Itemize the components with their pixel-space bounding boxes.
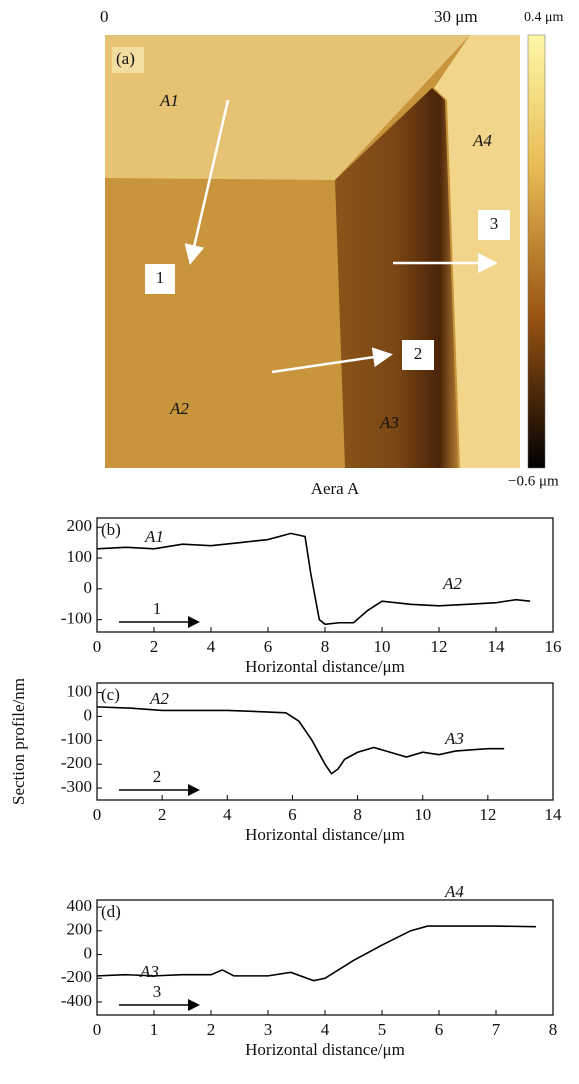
plot-frame	[96, 517, 554, 633]
label-box	[402, 340, 434, 370]
y-tick-label: -200	[61, 753, 92, 772]
x-tick-label: 7	[492, 1020, 501, 1039]
label-box	[145, 264, 175, 294]
region-label: A1	[144, 527, 164, 546]
region-label: A2	[169, 399, 189, 418]
y-tick-label: 0	[84, 578, 93, 597]
data-line	[96, 925, 536, 982]
x-axis-label: Horizontal distance/μm	[245, 1040, 405, 1059]
x-tick-label: 2	[150, 637, 159, 656]
y-axis-label: Section profile/nm	[9, 678, 28, 805]
y-tick-label: 0	[84, 943, 93, 962]
x-tick-label: 6	[288, 805, 297, 824]
x-tick-label: 2	[158, 805, 167, 824]
panel-label: (d)	[101, 902, 121, 921]
y-tick-label: 200	[67, 516, 93, 535]
label-box	[478, 210, 510, 240]
panel-label: (a)	[116, 49, 135, 68]
arrows	[184, 99, 498, 374]
plot-frame	[96, 682, 554, 801]
x-tick-label: 5	[378, 1020, 387, 1039]
y-tick-label: -200	[61, 967, 92, 986]
x-tick-label: 4	[207, 637, 216, 656]
y-tick-label: -400	[61, 991, 92, 1010]
arrow-label: 3	[490, 214, 499, 233]
colorbar-min: −0.6 μm	[508, 473, 559, 489]
x-tick-label: 10	[374, 637, 391, 656]
y-tick-label: 200	[67, 920, 93, 939]
region-label: A4	[444, 882, 464, 901]
x-tick-label: 10	[414, 805, 431, 824]
x-tick-label: 12	[431, 637, 448, 656]
x-tick-label: 0	[93, 1020, 102, 1039]
y-tick-label: 100	[67, 547, 93, 566]
caption: Aera A	[311, 479, 360, 498]
region-label: A3	[444, 729, 464, 748]
arrow-label: 2	[414, 344, 423, 363]
arrow-label: 2	[153, 767, 162, 786]
x-tick-label: 16	[545, 637, 562, 656]
region-label: A2	[149, 689, 169, 708]
x-tick-label: 0	[93, 805, 102, 824]
y-tick-label: 0	[84, 705, 93, 724]
x-axis-label: Horizontal distance/μm	[245, 825, 405, 844]
region-label: A1	[159, 91, 179, 110]
data-line	[96, 532, 531, 626]
region-label: A3	[379, 413, 399, 432]
y-tick-label: -100	[61, 609, 92, 628]
data-line	[96, 706, 505, 775]
afm-image	[105, 35, 520, 468]
x-tick-label: 4	[321, 1020, 330, 1039]
panel-label: (c)	[101, 685, 120, 704]
x-tick-label: 3	[264, 1020, 273, 1039]
x-tick-label: 14	[488, 637, 506, 656]
colorbar-max: 0.4 μm	[524, 10, 564, 25]
x-start-label: 0	[100, 7, 109, 26]
y-tick-label: 100	[67, 681, 93, 700]
x-tick-label: 0	[93, 637, 102, 656]
panel-label: (b)	[101, 520, 121, 539]
y-tick-label: 400	[67, 896, 93, 915]
arrow-label: 3	[153, 982, 162, 1001]
x-tick-label: 14	[545, 805, 563, 824]
x-tick-label: 1	[150, 1020, 159, 1039]
x-tick-label: 4	[223, 805, 232, 824]
arrow-label: 1	[153, 599, 162, 618]
x-tick-label: 2	[207, 1020, 216, 1039]
x-tick-label: 12	[479, 805, 496, 824]
y-tick-label: -300	[61, 777, 92, 796]
label-box	[112, 47, 144, 73]
region-label: A2	[442, 574, 462, 593]
x-end-label: 30 μm	[434, 7, 478, 26]
region-label: A4	[472, 131, 492, 150]
plot-frame	[96, 899, 554, 1016]
x-tick-label: 6	[435, 1020, 444, 1039]
x-tick-label: 6	[264, 637, 273, 656]
x-tick-label: 8	[353, 805, 362, 824]
colorbar	[527, 34, 546, 469]
region-label: A3	[139, 962, 159, 981]
arrow-label: 1	[156, 268, 165, 287]
x-tick-label: 8	[549, 1020, 558, 1039]
x-tick-label: 8	[321, 637, 330, 656]
x-axis-label: Horizontal distance/μm	[245, 657, 405, 676]
y-tick-label: -100	[61, 729, 92, 748]
